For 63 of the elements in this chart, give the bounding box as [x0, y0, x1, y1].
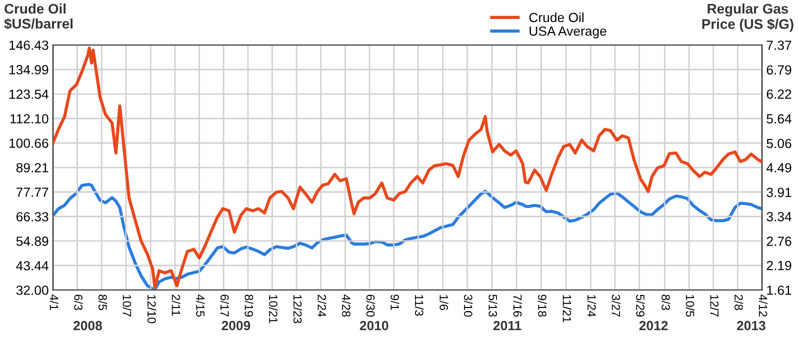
- y2-axis-title: Regular Gas Price (US $/G): [702, 3, 794, 32]
- x-tick-label: 12/23: [293, 295, 302, 324]
- x-tick-label: 1/6: [440, 295, 448, 310]
- x-tick-label: 11/3: [414, 295, 424, 316]
- x-tick-label: 4/15: [196, 294, 205, 317]
- x-tick-label: 9/1: [390, 294, 400, 310]
- y-tick-label: 100.66: [9, 138, 48, 148]
- y-tick-label: 123.54: [9, 90, 48, 99]
- x2-tick-label: 2009: [222, 320, 250, 330]
- y-tick-label: 66.33: [16, 212, 48, 222]
- x-tick-label: 2/24: [318, 294, 326, 317]
- x-tick-label: 8/19: [244, 294, 254, 317]
- x-tick-label: 2/11: [172, 294, 180, 316]
- legend-label: Crude Oil: [529, 12, 584, 22]
- x-tick-label: 5/13: [488, 294, 498, 317]
- x2-tick-label: 2011: [493, 320, 522, 330]
- y2-tick-label: 6.22: [766, 89, 792, 99]
- x-tick-label: 12/10: [147, 295, 156, 324]
- legend-label: USA Average: [530, 26, 606, 38]
- x-tick-label: 6/3: [74, 294, 83, 310]
- y2-tick-label: 2.76: [766, 236, 792, 246]
- x-tick-label: 12/7: [710, 295, 719, 317]
- y-tick-label: 32.00: [16, 286, 48, 295]
- x-tick-label: 11/21: [562, 295, 572, 322]
- x-tick-label: 4/28: [342, 294, 351, 317]
- x-tick-label: 4/12: [758, 294, 768, 317]
- x-tick-label: 3/10: [464, 294, 473, 317]
- y-tick-label: 89.21: [16, 163, 48, 172]
- y2-tick-label: 6.79: [766, 65, 792, 75]
- y-tick-label: 134.99: [9, 65, 48, 74]
- y-tick-label: 146.43: [9, 40, 48, 50]
- y-tick-label: 43.44: [16, 261, 48, 270]
- y-tick-label: 54.89: [16, 236, 48, 246]
- x-tick-label: 8/5: [98, 294, 108, 310]
- x2-tick-label: 2008: [74, 320, 102, 330]
- x-tick-label: 7/16: [513, 294, 522, 317]
- x2-tick-label: 2013: [736, 320, 766, 330]
- y2-tick-label: 5.06: [766, 138, 792, 148]
- x-tick-label: 2/8: [734, 294, 744, 310]
- x-tick-label: 6/30: [366, 294, 375, 317]
- x-tick-label: 10/7: [122, 295, 132, 317]
- y2-tick-label: 4.49: [766, 163, 792, 172]
- x-tick-label: 6/17: [220, 294, 230, 317]
- y2-tick-label: 3.91: [766, 188, 792, 198]
- x-tick-label: 5/29: [636, 294, 645, 317]
- x-tick-label: 3/27: [612, 294, 620, 317]
- y2-tick-label: 3.34: [766, 212, 792, 222]
- y-axis-title: Crude Oil $US/barrel: [4, 3, 72, 30]
- y-tick-label: 112.10: [10, 114, 48, 124]
- x-tick-label: 1/24: [587, 295, 596, 317]
- y-tick-label: 77.77: [16, 188, 48, 197]
- x2-tick-label: 2012: [639, 320, 668, 330]
- x-tick-label: 10/21: [269, 295, 278, 324]
- y2-tick-label: 2.19: [766, 260, 792, 270]
- y2-tick-label: 7.37: [766, 40, 792, 50]
- y2-tick-label: 5.64: [766, 114, 792, 124]
- x-tick-label: 9/18: [538, 294, 547, 317]
- x-tick-label: 4/1: [50, 294, 58, 310]
- x-tick-label: 10/5: [686, 295, 695, 317]
- y2-tick-label: 1.61: [767, 286, 792, 295]
- line-series: [53, 46, 762, 290]
- x2-tick-label: 2010: [360, 320, 388, 330]
- x-tick-label: 8/3: [662, 294, 670, 310]
